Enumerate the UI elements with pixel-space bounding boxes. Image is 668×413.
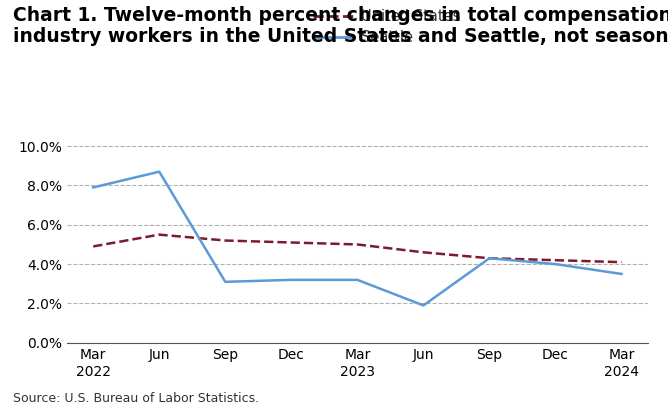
- Legend: United States, Seattle: United States, Seattle: [307, 3, 466, 51]
- Seattle: [155, 169, 163, 174]
- United States: [287, 240, 295, 245]
- Seattle: [486, 256, 494, 261]
- United States: [90, 244, 98, 249]
- Seattle: [617, 271, 625, 276]
- Seattle: [353, 278, 361, 282]
- Seattle: [420, 303, 428, 308]
- Seattle: [221, 279, 229, 284]
- Seattle: [90, 185, 98, 190]
- United States: [353, 242, 361, 247]
- Text: industry workers in the United States and Seattle, not seasonally adjusted: industry workers in the United States an…: [13, 27, 668, 46]
- United States: [617, 260, 625, 265]
- United States: [221, 238, 229, 243]
- United States: [486, 256, 494, 261]
- Seattle: [287, 278, 295, 282]
- United States: [155, 232, 163, 237]
- United States: [420, 250, 428, 255]
- United States: [552, 258, 560, 263]
- Line: United States: United States: [94, 235, 621, 262]
- Text: Chart 1. Twelve-month percent changes in total compensation for private: Chart 1. Twelve-month percent changes in…: [13, 6, 668, 25]
- Text: Source: U.S. Bureau of Labor Statistics.: Source: U.S. Bureau of Labor Statistics.: [13, 392, 259, 405]
- Seattle: [552, 262, 560, 267]
- Line: Seattle: Seattle: [94, 172, 621, 306]
